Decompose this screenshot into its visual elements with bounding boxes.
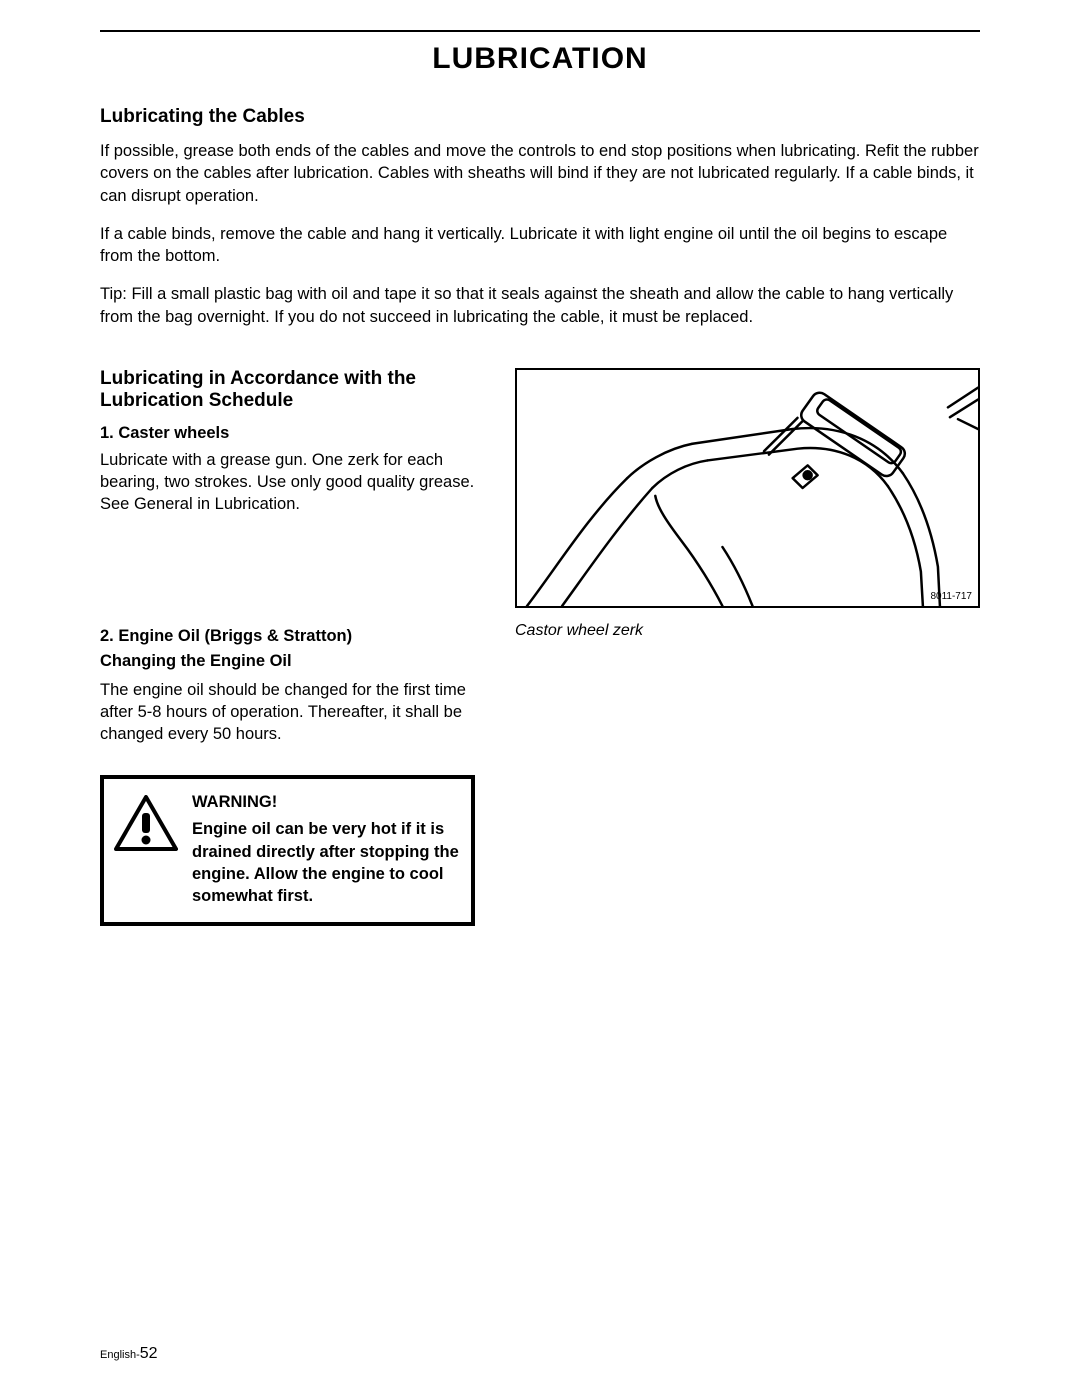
item1-text: Lubricate with a grease gun. One zerk fo… (100, 449, 475, 516)
item2-subheading: Changing the Engine Oil (100, 652, 475, 671)
warning-label: WARNING! (192, 793, 459, 812)
manual-page: LUBRICATION Lubricating the Cables If po… (0, 0, 1080, 1397)
warning-box: WARNING! Engine oil can be very hot if i… (100, 775, 475, 925)
spacer (100, 532, 475, 627)
left-column: Lubricating in Accordance with the Lubri… (100, 368, 475, 926)
item2-text: The engine oil should be changed for the… (100, 679, 475, 746)
figure-number: 8011-717 (930, 591, 972, 602)
page-footer: English-52 (100, 1345, 158, 1363)
footer-label: English- (100, 1349, 140, 1361)
footer-page-number: 52 (140, 1345, 158, 1362)
section-heading-schedule: Lubricating in Accordance with the Lubri… (100, 368, 475, 412)
warning-triangle-icon (114, 793, 178, 853)
item1-heading: 1. Caster wheels (100, 424, 475, 443)
top-rule (100, 30, 980, 32)
two-column-layout: Lubricating in Accordance with the Lubri… (100, 368, 980, 926)
page-title: LUBRICATION (100, 42, 980, 76)
warning-content: WARNING! Engine oil can be very hot if i… (192, 793, 459, 907)
cables-paragraph-3: Tip: Fill a small plastic bag with oil a… (100, 283, 980, 328)
item2-heading: 2. Engine Oil (Briggs & Stratton) (100, 627, 475, 646)
figure-caption: Castor wheel zerk (515, 622, 980, 640)
section-heading-cables: Lubricating the Cables (100, 106, 980, 128)
warning-text: Engine oil can be very hot if it is drai… (192, 818, 459, 907)
cables-paragraph-2: If a cable binds, remove the cable and h… (100, 223, 980, 268)
figure-castor-wheel: 8011-717 (515, 368, 980, 608)
cables-paragraph-1: If possible, grease both ends of the cab… (100, 140, 980, 207)
right-column: 8011-717 Castor wheel zerk (515, 368, 980, 926)
